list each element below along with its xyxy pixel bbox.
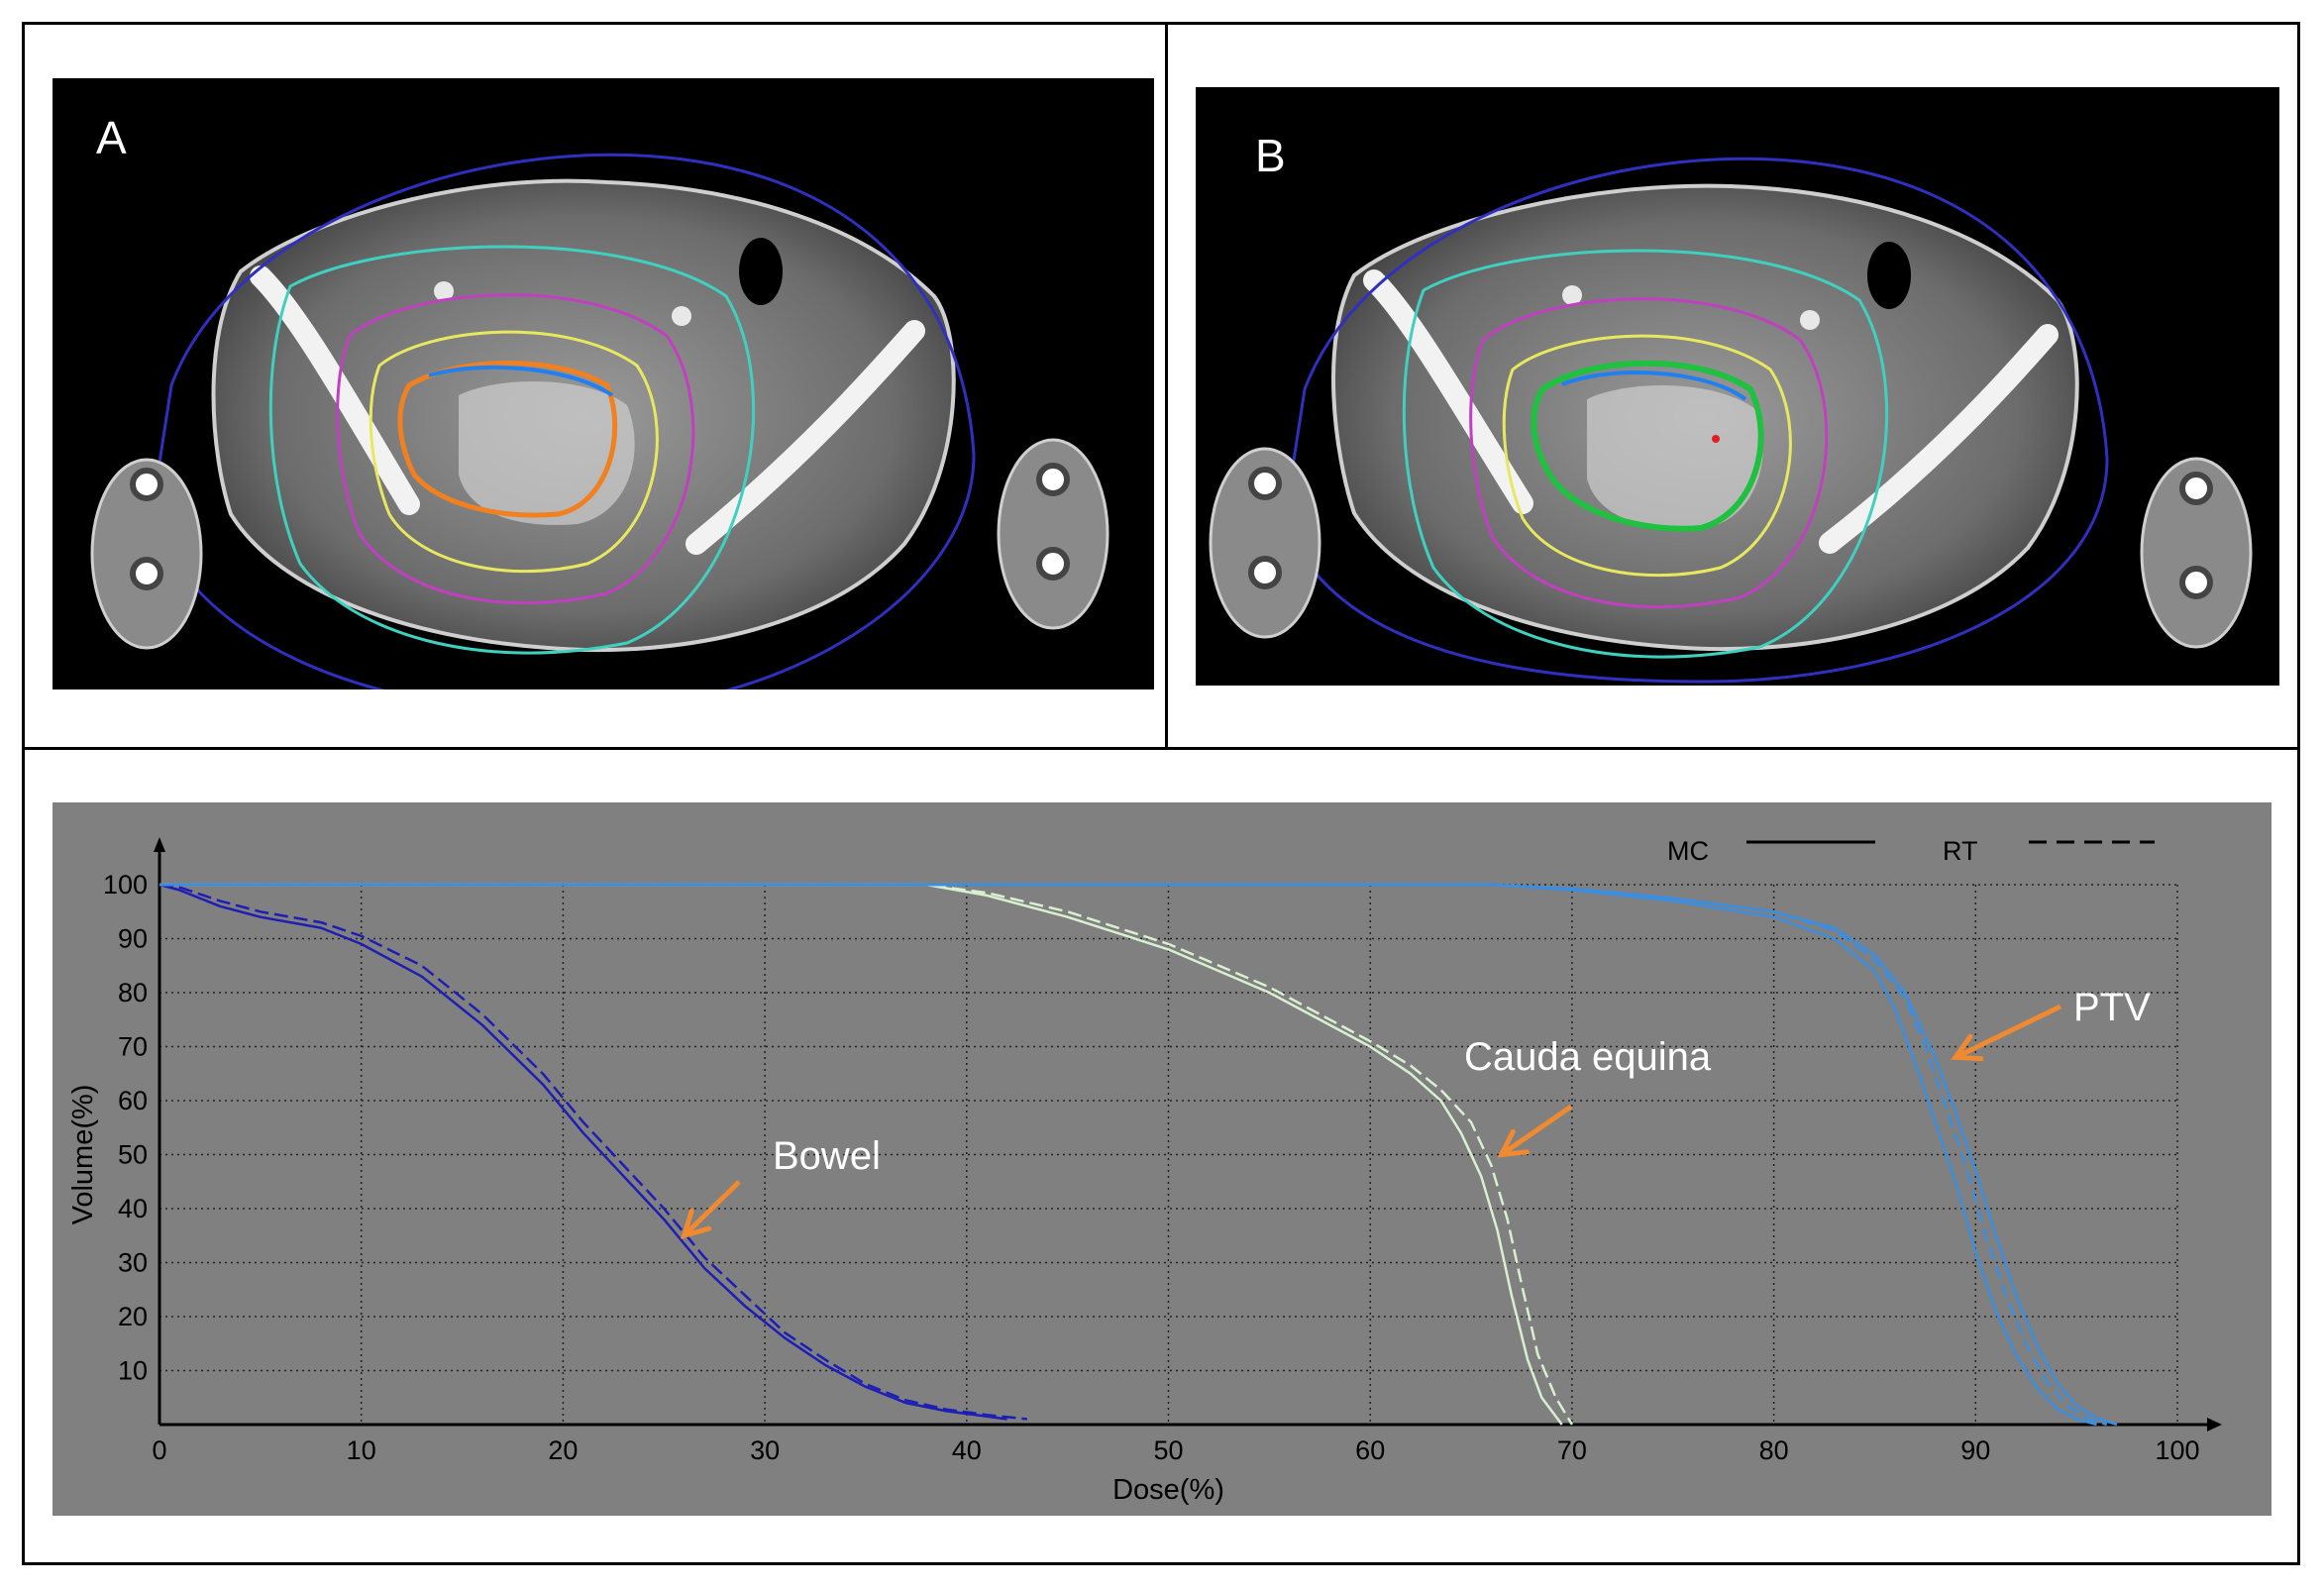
panel-b-label: B [1255, 130, 1286, 181]
y-axis-arrowhead [154, 837, 165, 852]
y-tick-label: 60 [118, 1086, 148, 1115]
x-tick-label: 40 [952, 1435, 982, 1465]
x-tick-label: 80 [1759, 1435, 1789, 1465]
y-tick-label: 10 [118, 1356, 148, 1386]
x-tick-label: 70 [1557, 1435, 1587, 1465]
chart-background [53, 802, 2271, 1516]
ct-scan-image-a [90, 153, 1109, 689]
figure-frame [22, 22, 2300, 1565]
annotation-ptv: PTV [2073, 986, 2151, 1029]
y-axis-label: Volume(%) [67, 1085, 99, 1225]
annotation-arrow-shaft [1954, 1004, 2062, 1060]
annotation-arrowhead [1951, 1033, 1984, 1062]
series-line-ptv-solid [159, 883, 2118, 1427]
annotation-arrow-shaft [1500, 1104, 1573, 1157]
x-tick-label: 100 [2155, 1435, 2199, 1465]
series-line-bowel-dashed [158, 883, 1028, 1421]
x-tick-label: 50 [1153, 1435, 1183, 1465]
legend-label-mc: MC [1667, 836, 1709, 866]
y-tick-label: 80 [118, 978, 148, 1008]
dvh-chart: 0 10 20 30 40 50 60 70 80 90 100 10 20 30 40 50 60 70 80 90… [53, 802, 2271, 1516]
vertical-divider [1165, 22, 1168, 749]
x-tick-label: 90 [1960, 1435, 1990, 1465]
x-tick-label: 0 [152, 1435, 166, 1465]
y-tick-label: 90 [118, 924, 148, 954]
panel-a-label: A [96, 112, 127, 163]
ct-scan-image-b [1209, 157, 2253, 684]
series-line-bowel-solid [158, 883, 1007, 1421]
x-axis-arrowhead [2207, 1418, 2222, 1432]
series-line-ptv-solid [159, 883, 2097, 1427]
y-tick-label: 50 [118, 1140, 148, 1170]
series-line-cauda-equina-solid [159, 883, 1563, 1426]
horizontal-divider [22, 747, 2300, 750]
ct-image-panel-b [1196, 87, 2279, 686]
y-tick-label: 20 [118, 1302, 148, 1331]
y-tick-label: 30 [118, 1248, 148, 1278]
annotation-arrowhead [680, 1208, 712, 1239]
x-axis-label: Dose(%) [1112, 1474, 1224, 1506]
y-tick-label: 100 [103, 870, 148, 900]
annotation-arrow-shaft [682, 1180, 741, 1238]
x-tick-label: 60 [1355, 1435, 1385, 1465]
annotation-bowel: Bowel [773, 1134, 881, 1178]
y-tick-label: 70 [118, 1032, 148, 1062]
x-tick-label: 30 [750, 1435, 780, 1465]
dvh-chart-panel: 0 10 20 30 40 50 60 70 80 90 100 10 20 30 40 50 60 70 80 90… [53, 802, 2271, 1516]
series-line-cauda-equina-dashed [159, 883, 1573, 1426]
annotation-arrowhead [1497, 1128, 1530, 1158]
ct-image-panel-a [53, 78, 1154, 689]
x-tick-label: 20 [548, 1435, 578, 1465]
y-tick-label: 40 [118, 1194, 148, 1223]
legend-label-rt: RT [1943, 836, 1978, 866]
x-tick-label: 10 [347, 1435, 376, 1465]
annotation-cauda-equina: Cauda equina [1464, 1035, 1712, 1079]
